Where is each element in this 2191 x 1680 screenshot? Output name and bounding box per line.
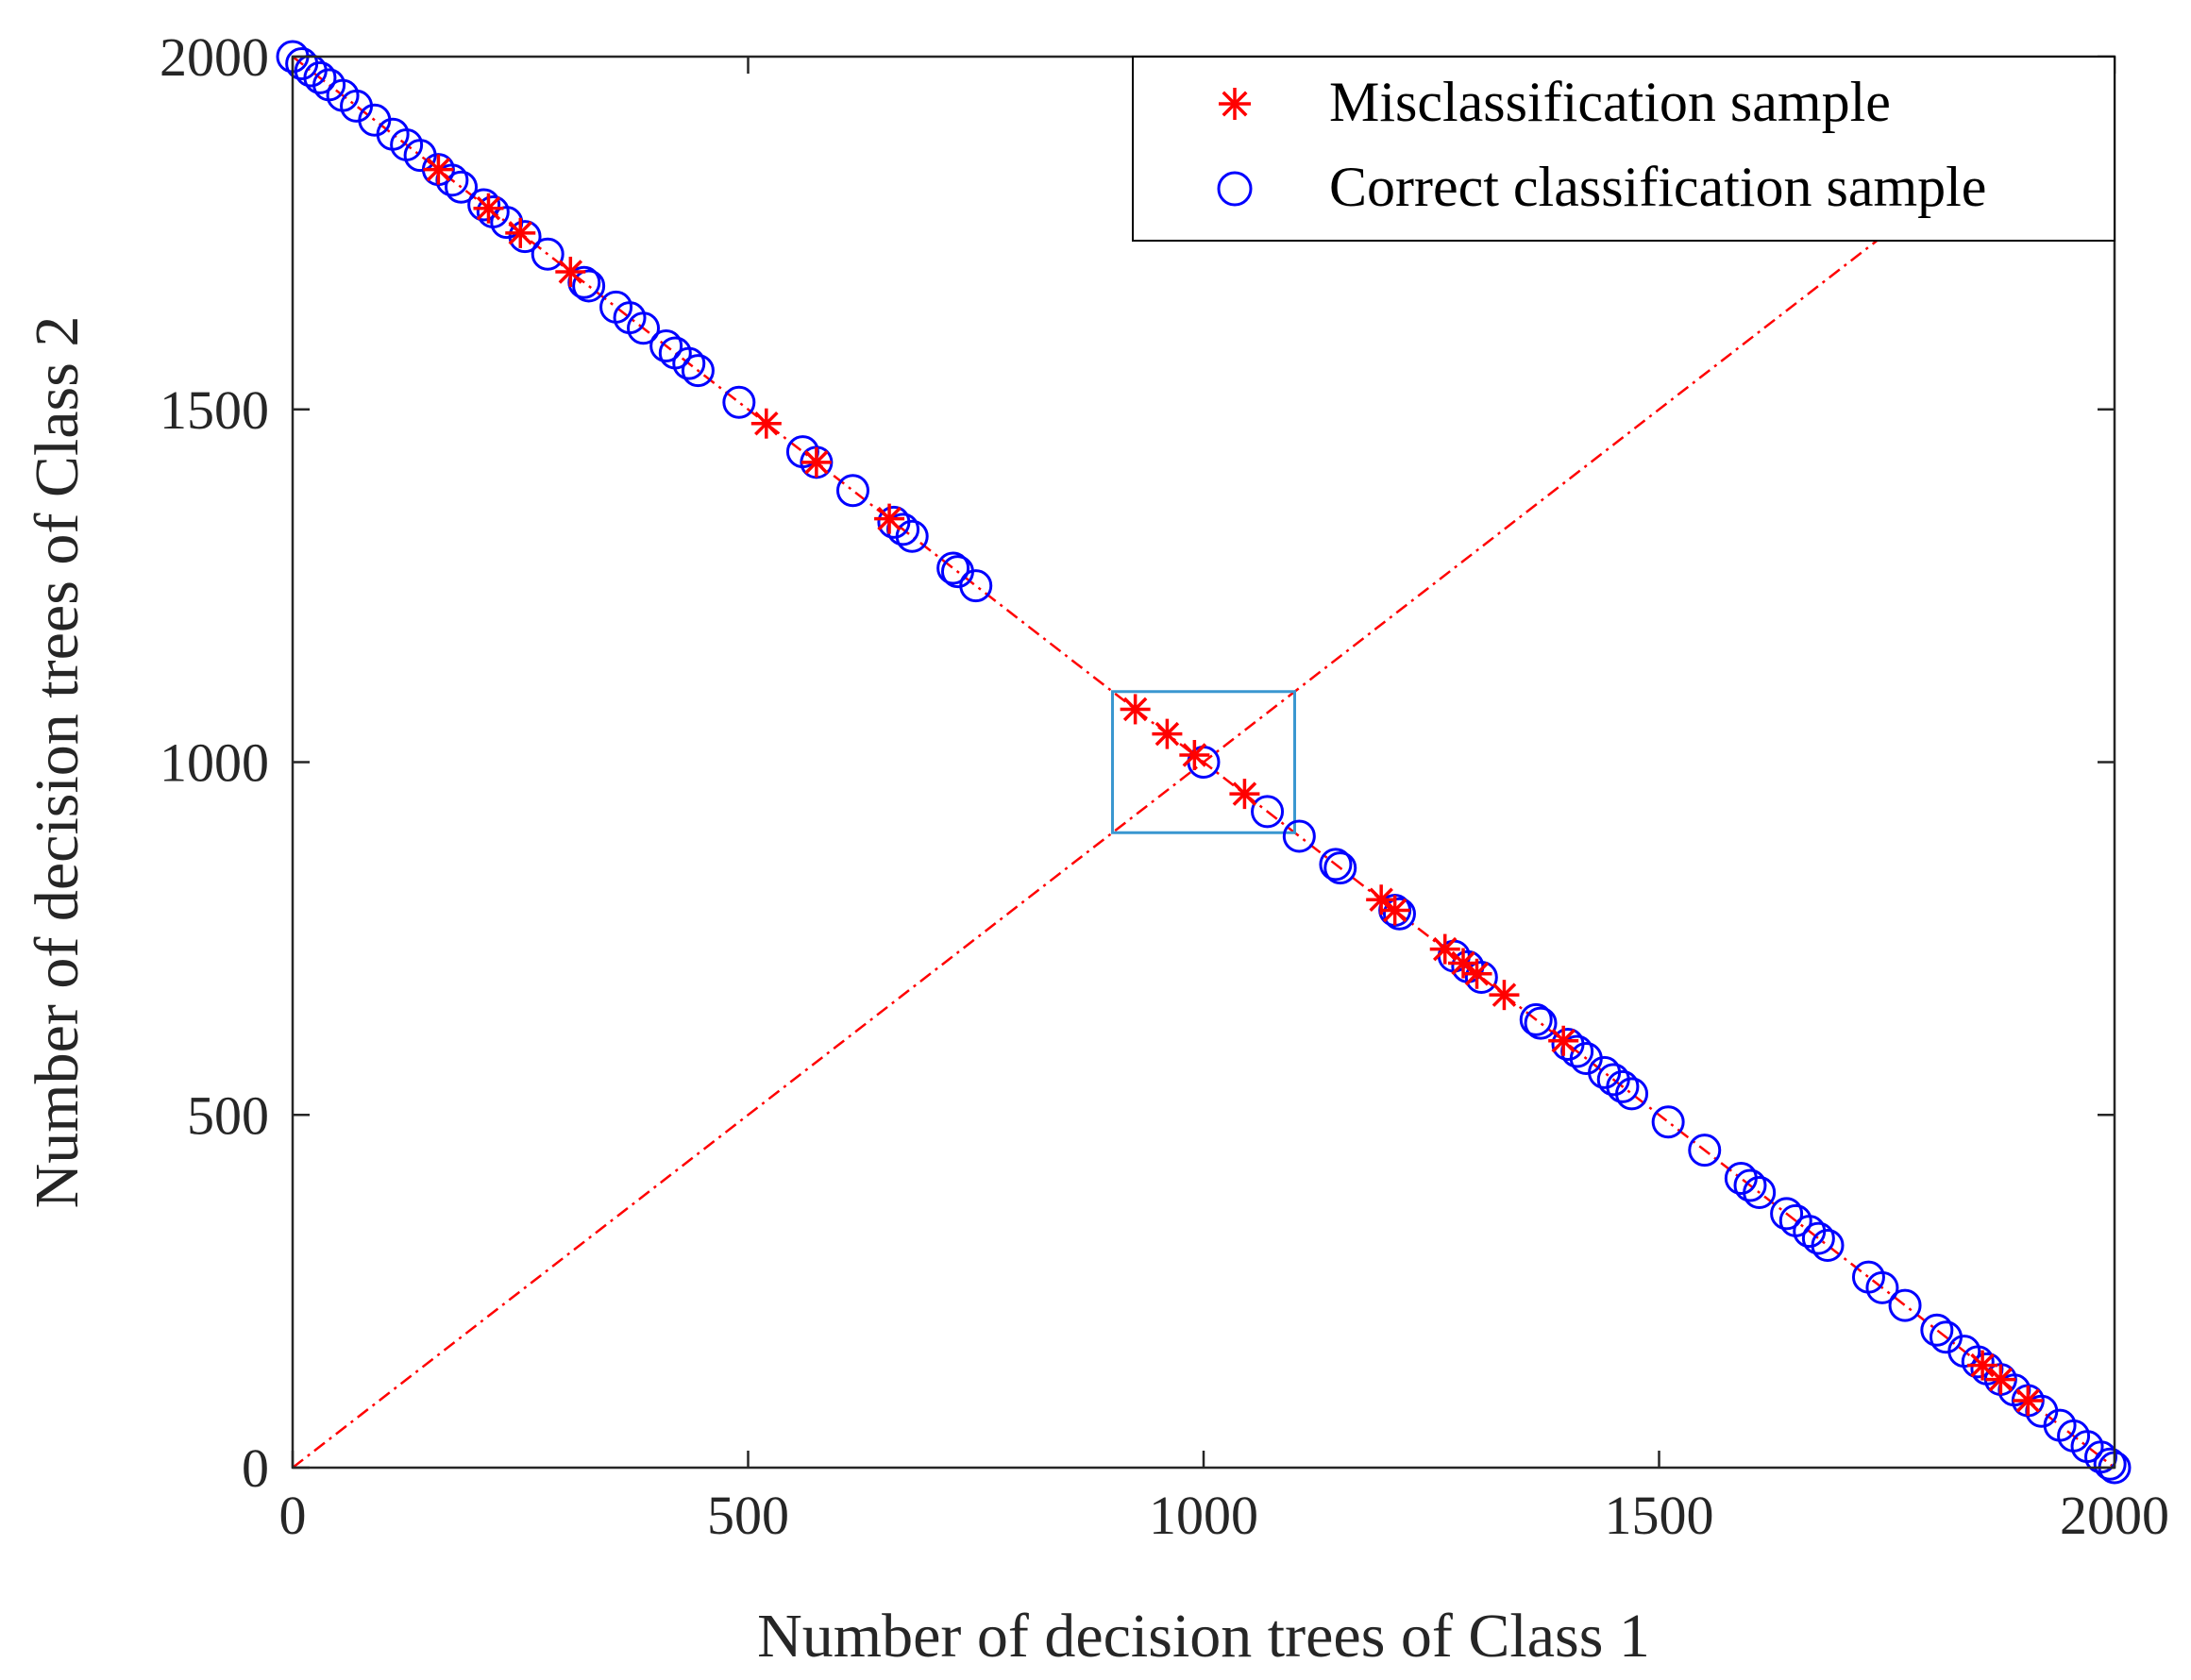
correct-point — [627, 311, 661, 345]
legend: Misclassification sample Correct classif… — [1132, 56, 2115, 242]
correct-point — [1251, 795, 1285, 829]
misclassification-point — [1985, 1364, 2016, 1395]
misclassification-point — [801, 446, 832, 478]
correct-point — [1606, 1069, 1640, 1103]
x-axis-label: Number of decision trees of Class 1 — [757, 1602, 1650, 1671]
y-tick-label: 500 — [187, 1084, 269, 1146]
correct-point — [1382, 897, 1416, 931]
misclassification-point — [1548, 1025, 1579, 1056]
correct-point — [613, 301, 647, 335]
correct-point — [895, 519, 929, 553]
x-tick-label: 2000 — [2060, 1485, 2169, 1546]
misclassification-point — [750, 408, 782, 439]
legend-label-correct-classification: Correct classification sample — [1329, 156, 1986, 218]
misclassification-point — [1366, 884, 1397, 916]
correct-point — [1651, 1105, 1685, 1139]
legend-marker-circle — [1217, 171, 1253, 207]
correct-point — [1733, 1168, 1767, 1202]
misclassification-point — [1152, 718, 1183, 749]
misclassification-point — [2013, 1385, 2044, 1416]
correct-point — [467, 188, 501, 222]
misclassification-point — [1229, 779, 1260, 810]
correct-point — [959, 569, 993, 603]
correct-point — [681, 354, 715, 388]
correct-point — [1282, 819, 1316, 853]
correct-point — [445, 170, 479, 204]
misclassification-point — [555, 256, 586, 287]
misclassification-point — [874, 503, 905, 534]
legend-circle — [1217, 171, 1253, 207]
correct-point — [1688, 1134, 1722, 1168]
misclassification-point — [1179, 740, 1210, 771]
y-tick-label: 1000 — [160, 732, 269, 794]
correct-point — [649, 328, 683, 362]
highlight-box — [1111, 690, 1296, 834]
legend-asterisk — [1219, 88, 1251, 120]
correct-point — [1743, 1175, 1777, 1209]
x-tick-label: 1500 — [1605, 1485, 1714, 1546]
x-tick-label: 1000 — [1149, 1485, 1258, 1546]
correct-point — [572, 269, 606, 303]
y-axis-label: Number of decision trees of Class 2 — [23, 316, 92, 1209]
misclassification-point — [1461, 958, 1492, 989]
correct-point — [722, 385, 756, 419]
data-points — [276, 40, 2132, 1485]
y-tick-label: 2000 — [160, 26, 269, 88]
highlight-box-group — [1111, 690, 1296, 834]
correct-point — [672, 346, 706, 380]
correct-point — [1865, 1270, 1899, 1304]
x-tick-label: 0 — [279, 1485, 307, 1546]
misclassification-point — [1489, 980, 1520, 1011]
correct-point — [1888, 1288, 1922, 1322]
misclassification-point — [1429, 933, 1460, 965]
legend-box — [1132, 56, 2115, 242]
tick-labels: 0 500 1000 1500 2000 0 500 1000 1500 2000 — [160, 26, 2169, 1546]
correct-point — [303, 60, 337, 94]
misclassification-point — [1120, 694, 1151, 725]
misclassification-point — [1967, 1350, 1998, 1381]
correct-point — [1811, 1229, 1845, 1263]
correct-point — [1323, 851, 1357, 885]
misclassification-point — [473, 193, 504, 224]
correct-point — [1464, 960, 1498, 994]
correct-point — [835, 474, 869, 508]
correct-point — [508, 220, 542, 254]
correct-point — [936, 551, 970, 585]
correct-point — [1519, 1002, 1553, 1036]
legend-marker-asterisk — [1219, 88, 1251, 120]
correct-point — [2093, 1447, 2127, 1481]
correct-point — [531, 237, 565, 271]
correct-point — [1524, 1006, 1558, 1040]
correct-point — [1615, 1077, 1649, 1111]
y-tick-label: 1500 — [160, 379, 269, 441]
x-tick-label: 500 — [707, 1485, 789, 1546]
y-tick-label: 0 — [242, 1437, 269, 1499]
misclassification-point — [1379, 895, 1410, 926]
legend-label-misclassification: Misclassification sample — [1329, 71, 1891, 133]
misclassification-point — [423, 154, 454, 185]
misclassification-point — [505, 217, 536, 248]
correct-point — [1319, 848, 1353, 882]
correct-point — [1801, 1221, 1835, 1255]
correct-point — [1961, 1345, 1995, 1379]
correct-point — [1770, 1197, 1804, 1231]
correct-point — [1920, 1313, 1954, 1347]
